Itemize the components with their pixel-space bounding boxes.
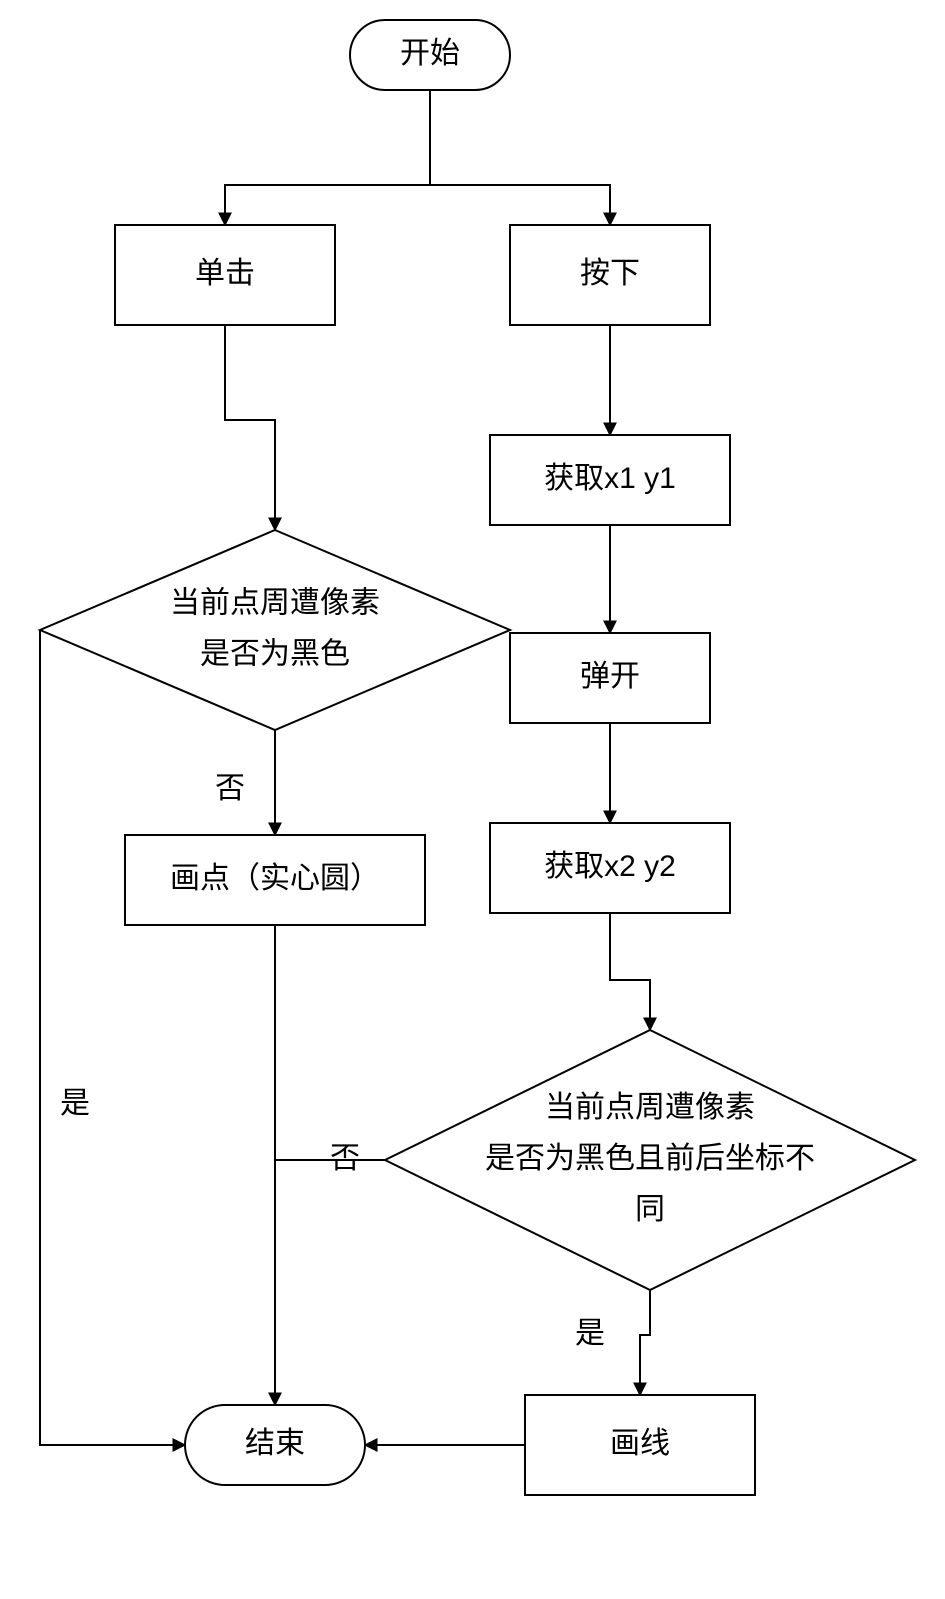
node-getxy1: 获取x1 y1 [490, 435, 730, 525]
node-label: 弹开 [580, 660, 640, 693]
edge [430, 185, 610, 225]
node-label: 获取x2 y2 [544, 850, 676, 883]
node-drawdot: 画点（实心圆） [125, 835, 425, 925]
node-release: 弹开 [510, 633, 710, 723]
node-label: 获取x1 y1 [544, 462, 676, 495]
node-label: 单击 [195, 257, 255, 290]
node-dec2: 当前点周遭像素是否为黑色且前后坐标不同 [385, 1030, 915, 1290]
node-label: 画点（实心圆） [170, 862, 380, 895]
node-label: 按下 [580, 257, 640, 290]
node-press: 按下 [510, 225, 710, 325]
edge-label: 否 [215, 772, 245, 805]
diamond-shape [40, 530, 510, 730]
flowchart: 否是否是开始单击按下获取x1 y1当前点周遭像素是否为黑色弹开画点（实心圆）获取… [0, 0, 945, 1599]
node-end: 结束 [185, 1405, 365, 1485]
edge-label: 是 [575, 1317, 605, 1350]
node-label: 画线 [610, 1427, 670, 1460]
edge [225, 325, 275, 530]
node-label: 开始 [400, 37, 460, 70]
nodes-layer: 开始单击 按下获取x1 y1 当前点周遭像素是否为黑色弹开画点（实心圆） 获取x2 y… [40, 20, 915, 1495]
edge-label: 否 [330, 1142, 360, 1175]
edge [610, 913, 650, 1030]
edge [640, 1290, 650, 1395]
node-getxy2: 获取x2 y2 [490, 823, 730, 913]
node-dec1: 当前点周遭像素是否为黑色 [40, 530, 510, 730]
node-start: 开始 [350, 20, 510, 90]
node-drawline: 画线 [525, 1395, 755, 1495]
node-label: 结束 [245, 1427, 305, 1460]
node-click: 单击 [115, 225, 335, 325]
edge [40, 630, 185, 1445]
edge-label: 是 [60, 1087, 90, 1120]
edge [225, 185, 430, 225]
